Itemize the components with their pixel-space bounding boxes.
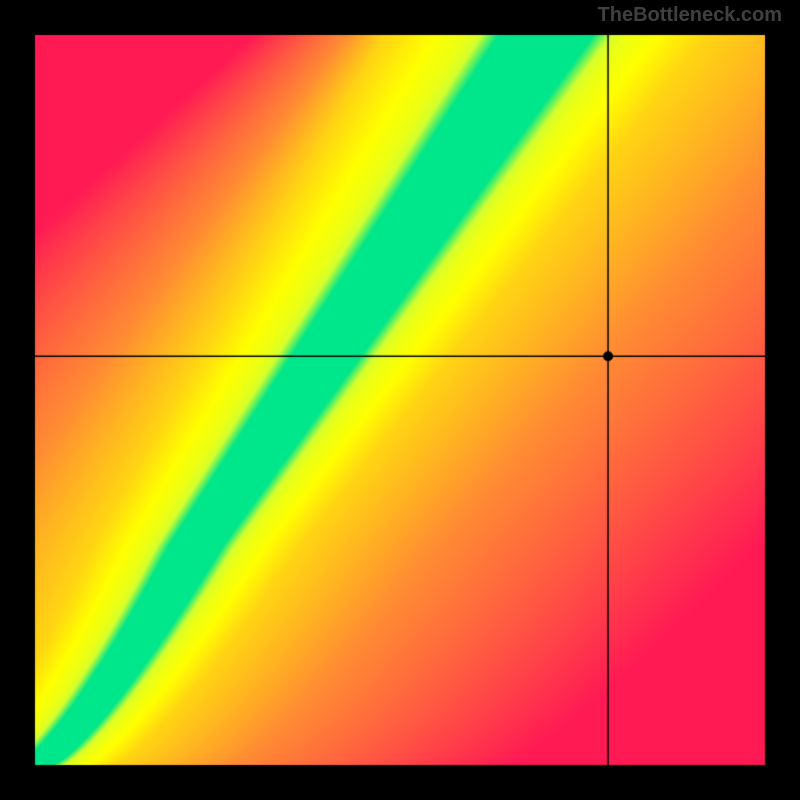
chart-container: TheBottleneck.com xyxy=(0,0,800,800)
watermark-label: TheBottleneck.com xyxy=(598,4,782,27)
heatmap-canvas xyxy=(0,0,800,800)
